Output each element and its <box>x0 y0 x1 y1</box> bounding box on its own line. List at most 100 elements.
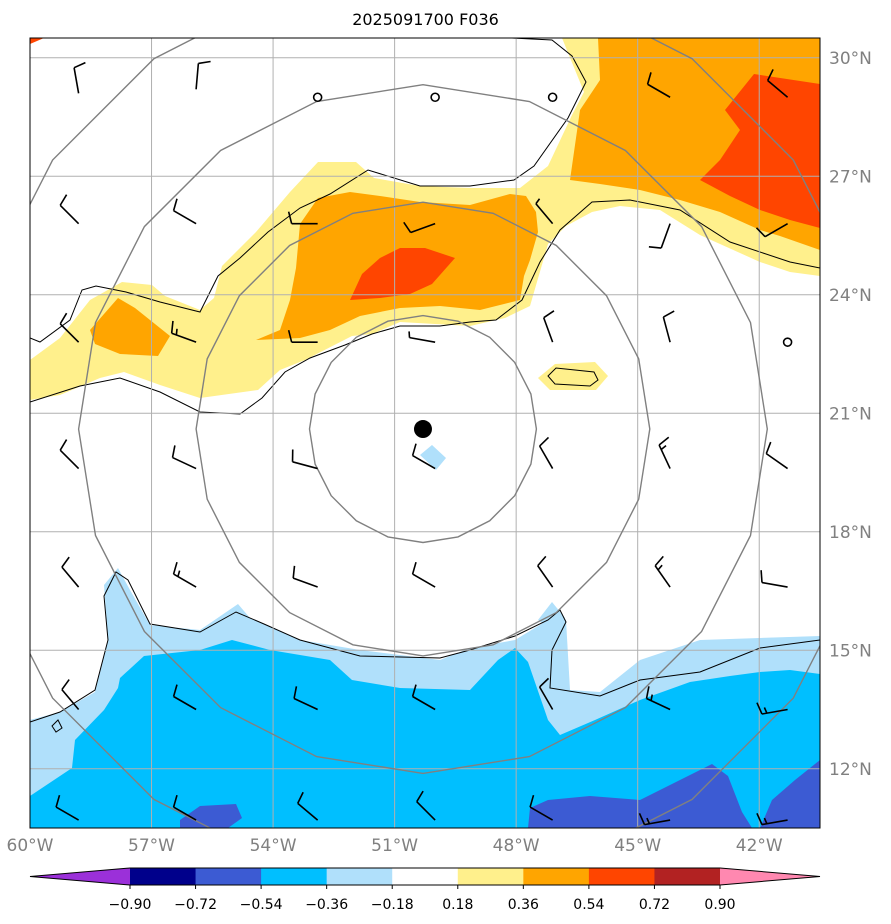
shade-neg-036 <box>30 640 820 828</box>
colorbar-tick-label: 0.36 <box>508 897 539 913</box>
colorbar-segment <box>654 868 721 885</box>
wind-barb <box>638 812 671 826</box>
lon-tick-label: 60°W <box>7 836 54 856</box>
colorbar-segment <box>588 868 655 885</box>
wind-barb <box>658 436 671 469</box>
wind-barb <box>172 561 197 588</box>
wind-barb <box>662 310 675 343</box>
colorbar-tick-label: 0.72 <box>639 897 670 913</box>
wind-barb <box>529 794 554 821</box>
wind-barb <box>411 443 436 470</box>
lat-tick-label: 15°N <box>829 641 872 661</box>
contour-small-b <box>51 719 63 733</box>
map-area <box>30 38 820 828</box>
colorbar-segment <box>261 868 328 885</box>
wind-barb <box>297 791 319 821</box>
lon-tick-labels: 60°W 57°W 54°W 51°W 48°W 45°W 42°W <box>7 836 783 856</box>
wind-barb <box>59 312 80 343</box>
shade-neg-054 <box>528 764 752 828</box>
gridlines <box>30 38 820 828</box>
wind-barb <box>756 812 788 826</box>
colorbar-tick-label: −0.54 <box>240 897 283 913</box>
colorbar-tick-label: 0.18 <box>442 897 473 913</box>
shade-neg-018-b <box>538 602 565 630</box>
lat-tick-label: 30°N <box>829 49 872 69</box>
wind-barb <box>292 565 318 588</box>
wind-barb <box>535 198 554 225</box>
wind-barb <box>172 198 197 225</box>
shade-pos-036-b <box>90 298 170 356</box>
wind-barb <box>291 449 318 470</box>
wind-barb <box>542 310 555 343</box>
wind-barb <box>59 439 80 470</box>
wind-barbs <box>55 60 793 826</box>
wind-barb <box>645 686 671 711</box>
wind-barb <box>61 556 80 588</box>
wind-barb <box>654 555 671 588</box>
wind-barb <box>646 72 671 98</box>
wind-barb <box>403 221 436 234</box>
wind-barb <box>408 331 436 343</box>
wind-barb <box>766 69 789 98</box>
wind-barb <box>195 60 211 90</box>
wind-barb <box>782 337 793 347</box>
wind-barb <box>287 329 318 343</box>
wind-barb <box>547 92 558 103</box>
wind-barb <box>538 677 554 710</box>
lat-tick-label: 27°N <box>829 167 872 187</box>
colorbar-tick-label: −0.18 <box>371 897 414 913</box>
storm-center-marker <box>413 420 432 439</box>
colorbar-segment <box>523 868 590 885</box>
colorbar-segment <box>195 868 262 885</box>
lon-tick-label: 42°W <box>736 836 783 856</box>
lon-tick-label: 48°W <box>493 836 540 856</box>
wind-barb <box>171 445 197 470</box>
colorbar-extend-max <box>720 868 820 885</box>
colorbar-tick-label: −0.36 <box>305 897 348 913</box>
wind-barb <box>756 702 788 715</box>
range-ring-3 <box>77 83 769 775</box>
shade-neg-018-c <box>420 445 446 470</box>
shade-pos-054-c <box>30 38 44 44</box>
colorbar-extend-min <box>30 868 130 885</box>
range-ring-2 <box>195 201 651 657</box>
range-ring-1 <box>308 314 538 544</box>
wind-barb <box>411 561 436 588</box>
lat-tick-label: 24°N <box>829 286 872 306</box>
shade-pos-054-b <box>700 74 820 228</box>
colorbar-segment <box>130 868 197 885</box>
colorbar: −0.90 −0.72 −0.54 −0.36 −0.18 0.18 0.36 0.54 0.7… <box>29 867 821 913</box>
wind-barb <box>55 794 80 821</box>
contour-south <box>30 571 820 723</box>
wind-barb <box>760 570 788 588</box>
wind-barb <box>287 211 318 225</box>
lat-tick-labels: 30°N 27°N 24°N 21°N 18°N 15°N 12°N <box>829 49 872 780</box>
map-frame <box>29 37 821 829</box>
contour-lines <box>30 38 820 733</box>
colorbar-segment <box>392 868 459 885</box>
lat-tick-label: 18°N <box>829 523 872 543</box>
colorbar-tick-label: −0.72 <box>174 897 217 913</box>
wind-barb <box>312 92 323 103</box>
wind-barb <box>537 555 554 588</box>
wind-barb <box>430 92 440 103</box>
colorbar-segment <box>326 868 393 885</box>
wind-barb <box>172 684 197 711</box>
wind-barb <box>765 441 789 470</box>
wind-barb <box>538 436 554 469</box>
range-rings <box>30 38 820 828</box>
shade-pos-054 <box>350 248 455 300</box>
wind-barb <box>755 222 788 238</box>
wind-barb <box>293 686 318 711</box>
shade-neg-054-b <box>760 760 820 828</box>
wind-barb <box>648 223 671 249</box>
wind-barb <box>172 794 197 821</box>
wind-barb <box>170 320 197 343</box>
wind-barb <box>411 684 436 711</box>
wind-barb <box>416 790 436 821</box>
lon-tick-label: 51°W <box>371 836 418 856</box>
wind-barb <box>73 61 86 94</box>
wind-barb <box>61 679 80 711</box>
colorbar-tick-label: 0.54 <box>573 897 604 913</box>
